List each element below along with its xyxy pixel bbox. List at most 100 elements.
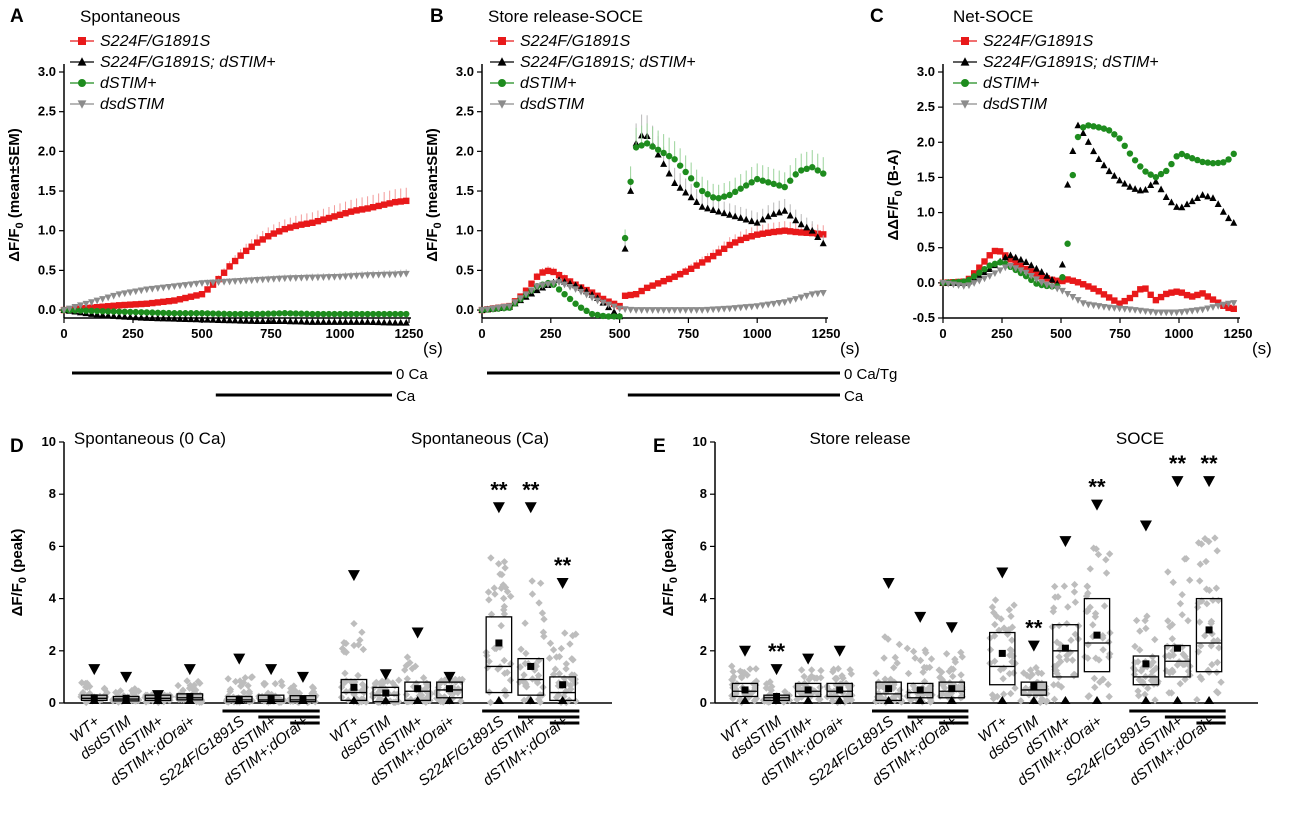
data-point: [237, 252, 244, 259]
data-point: [770, 300, 778, 308]
scatter-point: [953, 684, 961, 693]
data-point: [121, 308, 128, 316]
data-point: [809, 164, 816, 171]
data-point: [671, 179, 679, 186]
scatter-point: [991, 596, 1000, 604]
data-point: [1126, 183, 1134, 190]
scatter-point: [1193, 696, 1201, 704]
data-point: [693, 198, 701, 206]
y-tick-label: 0.0: [917, 275, 935, 290]
min-marker: [915, 696, 926, 704]
scatter-point: [1084, 641, 1092, 649]
data-point: [709, 194, 717, 201]
data-point: [314, 274, 322, 282]
scatter-point: [746, 665, 754, 673]
data-point: [325, 274, 333, 281]
max-marker: [347, 570, 360, 582]
scatter-point: [1102, 556, 1110, 564]
data-point: [1059, 274, 1066, 281]
data-point: [748, 233, 755, 240]
data-point: [599, 299, 607, 307]
data-point: [665, 169, 673, 177]
data-point: [776, 182, 783, 189]
data-point: [198, 290, 206, 298]
data-point: [1193, 194, 1201, 201]
data-point: [1064, 276, 1071, 283]
scatter-point: [923, 664, 931, 672]
scatter-point: [549, 646, 558, 654]
data-point: [281, 225, 288, 233]
scatter-point: [78, 679, 86, 687]
x-tick-label: 750: [678, 326, 700, 341]
scatter-point: [1085, 692, 1093, 700]
data-point: [242, 317, 250, 324]
data-point: [292, 317, 300, 325]
data-point: [1007, 256, 1014, 263]
scatter-point: [358, 680, 367, 689]
data-point: [1017, 267, 1025, 275]
data-point: [1012, 259, 1019, 267]
data-point: [391, 271, 399, 279]
data-point: [1204, 192, 1212, 200]
scatter-point: [1086, 565, 1094, 573]
y-tick-label: 0.5: [917, 240, 935, 255]
data-point: [792, 216, 800, 224]
scatter-point: [800, 672, 808, 681]
data-point: [165, 297, 173, 305]
data-point: [561, 281, 569, 289]
scatter-point: [487, 610, 496, 619]
data-point: [1058, 260, 1066, 268]
data-point: [143, 300, 150, 307]
data-point: [687, 193, 695, 201]
scatter-point: [1202, 557, 1210, 566]
scatter-point: [1083, 582, 1092, 591]
data-point: [220, 310, 228, 318]
data-point: [270, 276, 278, 283]
data-point: [1142, 285, 1149, 292]
data-point: [665, 275, 673, 283]
data-point: [137, 287, 145, 295]
scatter-point: [781, 687, 789, 696]
data-point: [1204, 293, 1211, 300]
data-point: [1209, 296, 1217, 303]
scatter-point: [1195, 618, 1204, 626]
data-point: [403, 197, 410, 205]
data-point: [693, 181, 700, 188]
data-point: [1209, 304, 1217, 311]
data-point: [1225, 304, 1232, 312]
y-tick-label: 2: [49, 643, 56, 658]
condition-label: Ca: [396, 388, 416, 405]
scatter-point: [1006, 689, 1015, 698]
y-tick-label: 6: [700, 538, 707, 553]
scatter-point: [499, 581, 507, 589]
data-point: [1095, 124, 1102, 131]
scatter-point: [1207, 619, 1215, 628]
data-point: [522, 291, 530, 299]
data-point: [764, 301, 772, 309]
data-point: [99, 296, 107, 303]
scatter-point: [1165, 689, 1173, 697]
data-point: [594, 297, 602, 305]
y-tick-label: 8: [700, 486, 707, 501]
data-point: [483, 306, 492, 314]
data-point: [1069, 171, 1077, 179]
data-point: [204, 286, 211, 293]
data-point: [1209, 194, 1217, 201]
scatter-point: [1010, 601, 1018, 609]
data-point: [170, 314, 178, 322]
data-point: [1189, 293, 1196, 300]
data-point: [583, 291, 591, 299]
data-point: [397, 271, 405, 278]
x-tick-label: 1000: [326, 326, 355, 341]
data-point: [1100, 161, 1108, 169]
max-marker: [524, 502, 537, 514]
data-point: [392, 310, 399, 318]
data-point: [765, 179, 772, 186]
data-point: [386, 318, 394, 326]
data-point: [121, 301, 128, 309]
data-point: [687, 307, 695, 314]
data-point: [1157, 309, 1165, 317]
scatter-point: [494, 560, 503, 568]
scatter-point: [1090, 674, 1099, 683]
data-point: [511, 299, 519, 306]
